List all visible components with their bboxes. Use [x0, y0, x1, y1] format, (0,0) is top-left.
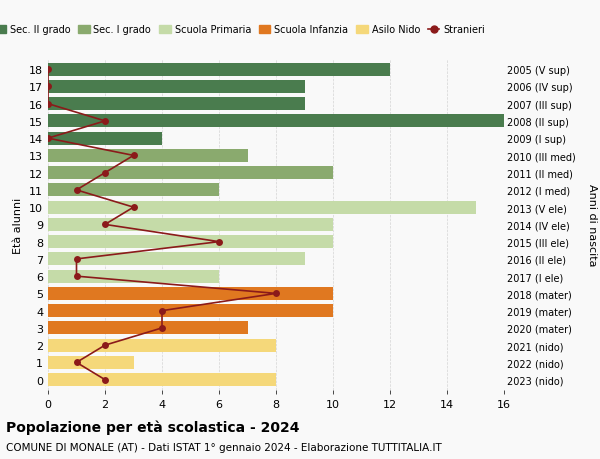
Bar [48, 167, 333, 180]
Bar [48, 150, 248, 162]
Bar [48, 132, 162, 146]
Y-axis label: Anni di nascita: Anni di nascita [587, 184, 596, 266]
Y-axis label: Età alunni: Età alunni [13, 197, 23, 253]
Bar [48, 81, 305, 94]
Bar [48, 287, 333, 300]
Text: COMUNE DI MONALE (AT) - Dati ISTAT 1° gennaio 2024 - Elaborazione TUTTITALIA.IT: COMUNE DI MONALE (AT) - Dati ISTAT 1° ge… [6, 442, 442, 452]
Bar [48, 184, 219, 197]
Bar [48, 201, 476, 214]
Text: Popolazione per età scolastica - 2024: Popolazione per età scolastica - 2024 [6, 420, 299, 435]
Bar [48, 270, 219, 283]
Bar [48, 218, 333, 231]
Bar [48, 115, 504, 128]
Bar [48, 235, 333, 249]
Bar [48, 322, 248, 335]
Bar [48, 373, 276, 386]
Bar [48, 356, 133, 369]
Bar [48, 304, 333, 318]
Bar [48, 63, 390, 77]
Legend: Sec. II grado, Sec. I grado, Scuola Primaria, Scuola Infanzia, Asilo Nido, Stran: Sec. II grado, Sec. I grado, Scuola Prim… [0, 22, 489, 39]
Bar [48, 98, 305, 111]
Bar [48, 339, 276, 352]
Bar [48, 253, 305, 266]
